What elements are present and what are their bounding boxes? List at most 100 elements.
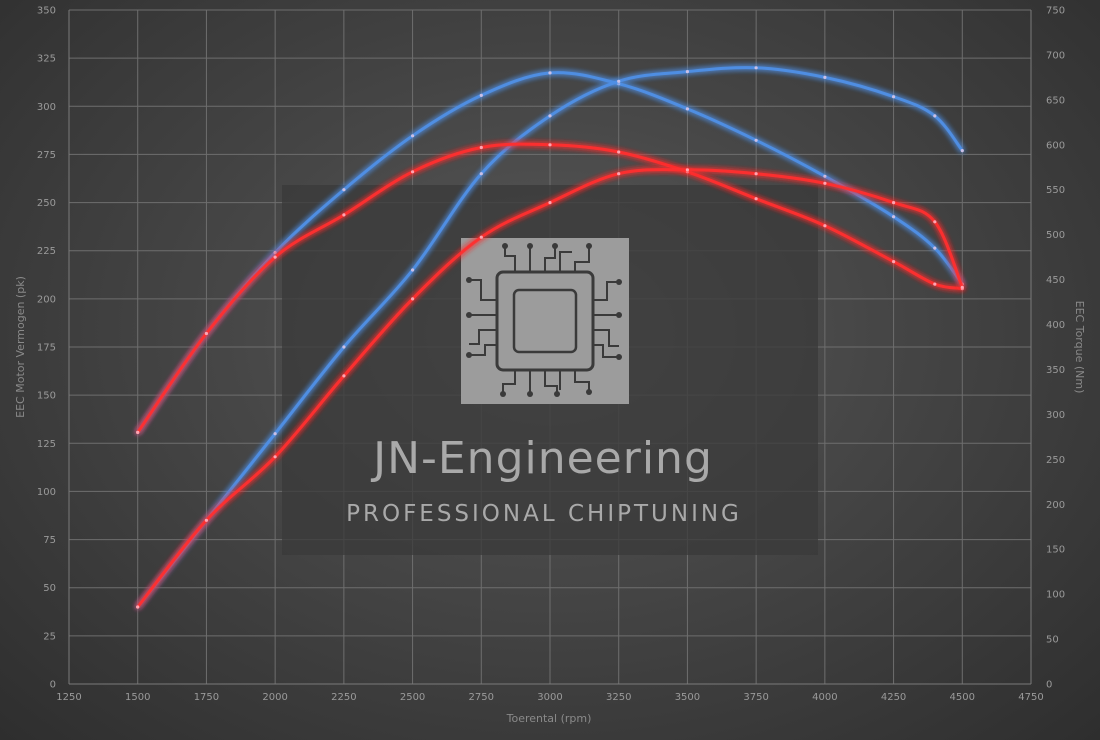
y-left-tick-label: 25 (43, 631, 56, 642)
data-point (273, 432, 277, 436)
data-point (617, 79, 621, 83)
x-tick-label: 4750 (1018, 692, 1043, 703)
y-right-tick-label: 400 (1046, 320, 1065, 331)
watermark-title: JN-Engineering (370, 433, 713, 484)
data-point (479, 235, 483, 239)
y-right-tick-label: 300 (1046, 410, 1065, 421)
data-point (342, 345, 346, 349)
data-point (754, 172, 758, 176)
data-point (892, 201, 896, 205)
y-left-tick-label: 350 (37, 6, 56, 17)
data-point (273, 455, 277, 459)
data-point (754, 66, 758, 70)
y-right-tick-label: 200 (1046, 500, 1065, 511)
y-axis-left-label: EEC Motor Vermogen (pk) (14, 276, 27, 418)
x-axis-label: Toerental (rpm) (506, 712, 592, 725)
chip-logo (461, 238, 629, 404)
data-point (933, 282, 937, 286)
axes: 1250 1500 1750 2000 2250 2500 2750 3000 3250 3500… (37, 6, 1065, 704)
data-point (617, 150, 621, 154)
x-tick-label: 2000 (262, 692, 287, 703)
data-point (892, 260, 896, 264)
data-point (136, 430, 140, 434)
y-right-tick-label: 100 (1046, 590, 1065, 601)
data-point (960, 285, 964, 289)
y-right-tick-label: 550 (1046, 185, 1065, 196)
y-left-tick-label: 325 (37, 54, 56, 65)
data-point (411, 170, 415, 174)
x-tick-label: 4000 (812, 692, 837, 703)
y-right-tick-label: 500 (1046, 230, 1065, 241)
data-point (685, 168, 690, 172)
data-point (754, 138, 758, 142)
data-point (411, 297, 415, 301)
y-left-tick-label: 125 (37, 439, 56, 450)
y-left-tick-label: 0 (50, 680, 56, 691)
y-left-tick-label: 75 (43, 535, 56, 546)
data-point (273, 255, 277, 259)
data-point (479, 172, 483, 176)
data-point (685, 70, 690, 74)
y-left-tick-label: 250 (37, 198, 56, 209)
data-point (823, 224, 827, 228)
data-point (933, 114, 937, 118)
series-line (136, 142, 964, 434)
x-tick-label: 2500 (400, 692, 425, 703)
y-left-tick-label: 50 (43, 583, 56, 594)
x-tick-label: 4500 (950, 692, 975, 703)
data-point (960, 149, 964, 153)
data-point (411, 268, 415, 272)
data-point (342, 374, 346, 378)
data-point (892, 215, 896, 219)
watermark: JN-Engineering PROFESSIONAL CHIPTUNING (282, 185, 818, 555)
y-right-tick-label: 150 (1046, 545, 1065, 556)
data-point (548, 71, 552, 75)
data-point (548, 114, 552, 118)
y-right-tick-label: 450 (1046, 275, 1065, 286)
data-point (617, 172, 621, 176)
y-left-tick-label: 175 (37, 343, 56, 354)
y-left-tick-label: 225 (37, 246, 56, 257)
y-right-tick-label: 700 (1046, 50, 1065, 61)
data-point (933, 220, 937, 224)
data-point (479, 145, 483, 150)
y-right-tick-label: 50 (1046, 635, 1059, 646)
x-tick-label: 3000 (537, 692, 562, 703)
y-left-tick-label: 200 (37, 294, 56, 305)
data-point (823, 75, 827, 79)
series (136, 66, 964, 609)
data-point (342, 188, 346, 192)
data-point (892, 95, 896, 99)
series-line (136, 71, 964, 434)
data-point (136, 605, 140, 609)
x-tick-label: 2250 (331, 692, 356, 703)
data-point (411, 134, 415, 138)
y-right-tick-label: 600 (1046, 140, 1065, 151)
data-point (548, 201, 552, 205)
y-right-tick-label: 350 (1046, 365, 1065, 376)
data-point (933, 246, 937, 250)
y-left-tick-label: 300 (37, 102, 56, 113)
data-point (204, 331, 208, 336)
y-right-tick-label: 750 (1046, 6, 1065, 17)
y-right-tick-label: 0 (1046, 680, 1052, 691)
data-point (273, 251, 277, 255)
data-point (754, 197, 758, 201)
y-left-tick-label: 100 (37, 487, 56, 498)
x-tick-label: 4250 (881, 692, 906, 703)
x-tick-label: 1500 (125, 692, 150, 703)
y-left-tick-label: 275 (37, 150, 56, 161)
data-point (823, 181, 827, 185)
y-left-tick-label: 150 (37, 391, 56, 402)
data-point (548, 143, 552, 147)
x-tick-label: 1750 (194, 692, 219, 703)
y-right-tick-label: 250 (1046, 455, 1065, 466)
y-axis-right-label: EEC Torque (Nm) (1073, 301, 1086, 394)
series-stock-power (136, 168, 964, 609)
data-point (479, 93, 483, 97)
x-tick-label: 2750 (469, 692, 494, 703)
x-tick-label: 3250 (606, 692, 631, 703)
data-point (823, 174, 827, 178)
watermark-subtitle: PROFESSIONAL CHIPTUNING (346, 501, 742, 527)
